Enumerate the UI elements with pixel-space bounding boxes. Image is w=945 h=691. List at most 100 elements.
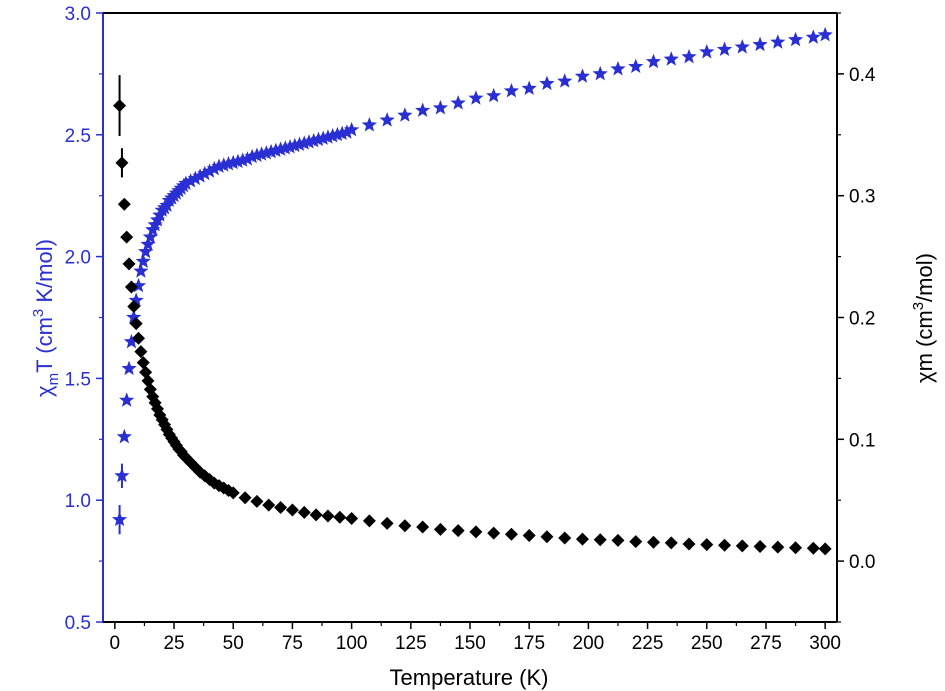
chiT-point (249, 147, 265, 162)
chiT-point (258, 145, 274, 160)
chiT-point (610, 61, 626, 76)
chi-point (345, 511, 359, 525)
chiT-point (244, 148, 260, 164)
y-right-tick-label: 0.4 (849, 65, 876, 86)
x-tick-label: 175 (513, 633, 545, 654)
chiT-point (263, 143, 279, 159)
chiT-point (133, 263, 149, 278)
chi-point (238, 491, 252, 505)
chiT-point (220, 156, 237, 171)
chi-point (132, 331, 146, 345)
chiT-point (334, 125, 350, 141)
chi-point (540, 530, 554, 544)
chiT-point (239, 151, 256, 166)
chiT-point (557, 73, 573, 88)
chiT-point (206, 160, 222, 176)
chiT-point (142, 229, 158, 244)
chiT-point (197, 165, 213, 181)
y-left-tick-label: 3.0 (65, 4, 91, 25)
x-tick-label: 75 (282, 633, 303, 654)
chiT-point (503, 82, 520, 98)
chiT-point (183, 173, 199, 188)
chi-point (664, 536, 678, 550)
chiT-point (235, 152, 251, 167)
y-axis-left-label: χmT (cm3 K/mol) (30, 239, 62, 397)
chiT-point (230, 153, 246, 169)
chiT-point (325, 128, 341, 143)
chiT-point (187, 170, 203, 186)
chi-point (297, 505, 311, 519)
chiT-point (135, 253, 151, 268)
chi-point (129, 317, 143, 331)
chi-point (647, 535, 660, 549)
chiT-point (681, 48, 697, 64)
chi-point (416, 520, 430, 534)
x-tick-label: 300 (809, 633, 841, 654)
chiT-point (121, 360, 137, 376)
chiT-point (306, 132, 322, 148)
chi-point (274, 501, 288, 515)
chiT-point (716, 41, 733, 57)
chi-point (398, 519, 412, 533)
chiT-point (216, 157, 232, 172)
x-tick-label: 0 (110, 633, 121, 654)
y-left-tick-label: 1.0 (65, 491, 91, 512)
chiT-point (128, 292, 144, 307)
x-tick-label: 25 (163, 633, 184, 654)
chi-point (127, 300, 141, 314)
x-tick-label: 125 (395, 633, 427, 654)
chiT-point (628, 58, 644, 74)
chiT-point (225, 154, 241, 170)
x-tick-label: 275 (750, 633, 782, 654)
chi-point (469, 525, 483, 539)
chiT-point (287, 137, 303, 153)
chiT-point (254, 146, 270, 161)
chiT-point (211, 158, 227, 173)
chi-point (789, 541, 803, 555)
chiT-point (787, 31, 804, 47)
x-tick-label: 100 (336, 633, 368, 654)
chi-point (818, 542, 832, 556)
y-right-tick-label: 0.2 (849, 309, 875, 330)
chiT-point (645, 53, 662, 69)
chiT-point (301, 134, 317, 149)
chiT-point (277, 140, 293, 155)
chiT-point (539, 75, 555, 91)
y-left-tick-label: 0.5 (65, 613, 91, 634)
chiT-point (116, 428, 132, 444)
chiT-point (805, 29, 821, 44)
y-right-tick-label: 0.3 (849, 187, 875, 208)
chiT-point (310, 131, 327, 147)
chi-point (117, 197, 131, 211)
chiT-point (140, 236, 156, 251)
chi-point (682, 537, 696, 551)
chiT-point (296, 135, 312, 150)
chi-point (753, 539, 767, 553)
chiT-point (379, 112, 395, 127)
chiT-point (361, 117, 377, 132)
chi-point (380, 516, 394, 530)
x-tick-label: 150 (454, 633, 486, 654)
chi-point (504, 527, 518, 541)
y-left-tick-label: 1.5 (65, 369, 91, 390)
chiT-point (521, 80, 537, 95)
chiT-point (114, 467, 130, 483)
chi-point (134, 345, 148, 359)
chi-point (250, 494, 264, 508)
chi-point (522, 529, 536, 543)
chiT-point (126, 309, 142, 324)
chi-point (120, 230, 134, 244)
chi-point (285, 503, 299, 517)
chi-point (115, 156, 129, 170)
chi-point (806, 541, 820, 555)
x-tick-label: 200 (573, 633, 605, 654)
chi-point (113, 99, 127, 113)
y-axis-right-label: χm (cm3/mol) (910, 253, 937, 383)
chiT-point (734, 39, 750, 54)
chi-point (433, 522, 447, 536)
chiT-point (272, 141, 289, 156)
chi-point (262, 498, 276, 512)
chiT-point (123, 333, 140, 349)
chiT-point (282, 138, 298, 154)
